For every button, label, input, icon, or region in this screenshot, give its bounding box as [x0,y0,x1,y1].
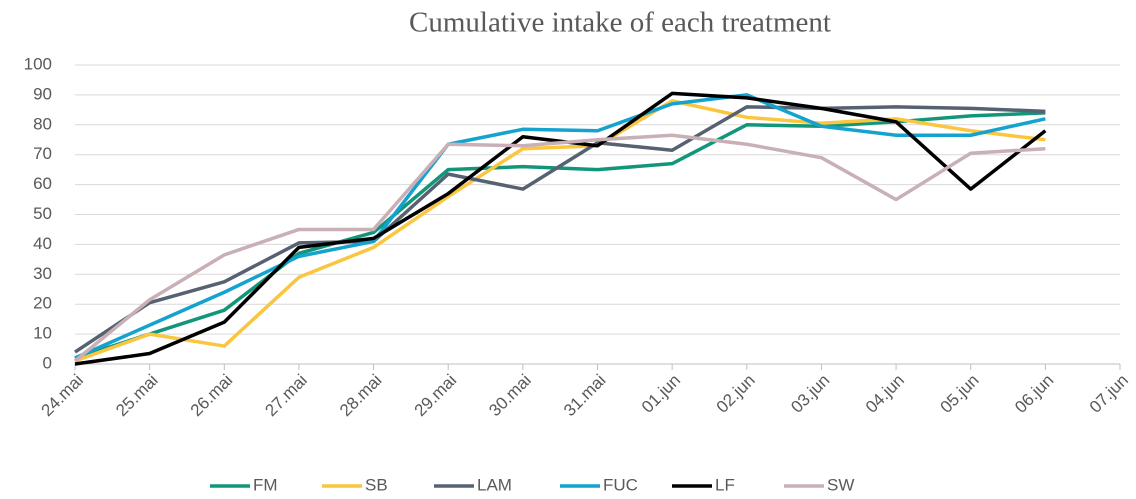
x-tick-label: 05.jun [937,371,983,417]
series-line [74,93,1046,360]
x-tick-label: 25.mai [112,371,162,421]
y-tick-label: 70 [33,144,52,163]
y-tick-label: 50 [33,204,52,223]
x-tick-label: 04.jun [862,371,908,417]
legend-label: FM [253,475,278,494]
legend-label: SB [365,475,388,494]
legend-label: FUC [603,475,638,494]
x-tick-label: 28.mai [336,371,386,421]
x-tick-label: 06.jun [1011,371,1057,417]
x-tick-label: 03.jun [787,371,833,417]
x-tick-label: 02.jun [713,371,759,417]
y-tick-label: 90 [33,84,52,103]
series-line [73,133,1046,363]
chart-title: Cumulative intake of each treatment [409,7,831,39]
series-line [74,105,1046,354]
y-tick-label: 10 [33,324,52,343]
y-tick-label: 0 [43,353,52,372]
x-tick-label: 07.jun [1086,371,1132,417]
x-tick-label: 26.mai [187,371,237,421]
y-tick-label: 40 [33,234,52,253]
x-tick-label: 30.mai [485,371,535,421]
x-tick-label: 24.mai [37,371,87,421]
x-tick-label: 27.mai [261,371,311,421]
y-tick-label: 60 [33,174,52,193]
y-tick-label: 20 [33,294,52,313]
legend-label: LAM [477,475,512,494]
legend-label: LF [715,475,735,494]
series-line [74,111,1046,360]
x-tick-label: 01.jun [638,371,684,417]
legend-label: SW [827,475,854,494]
x-tick-label: 31.mai [560,371,610,421]
x-tick-label: 29.mai [411,371,461,421]
y-tick-label: 80 [33,114,52,133]
y-tick-label: 30 [33,264,52,283]
y-tick-label: 100 [24,54,52,73]
